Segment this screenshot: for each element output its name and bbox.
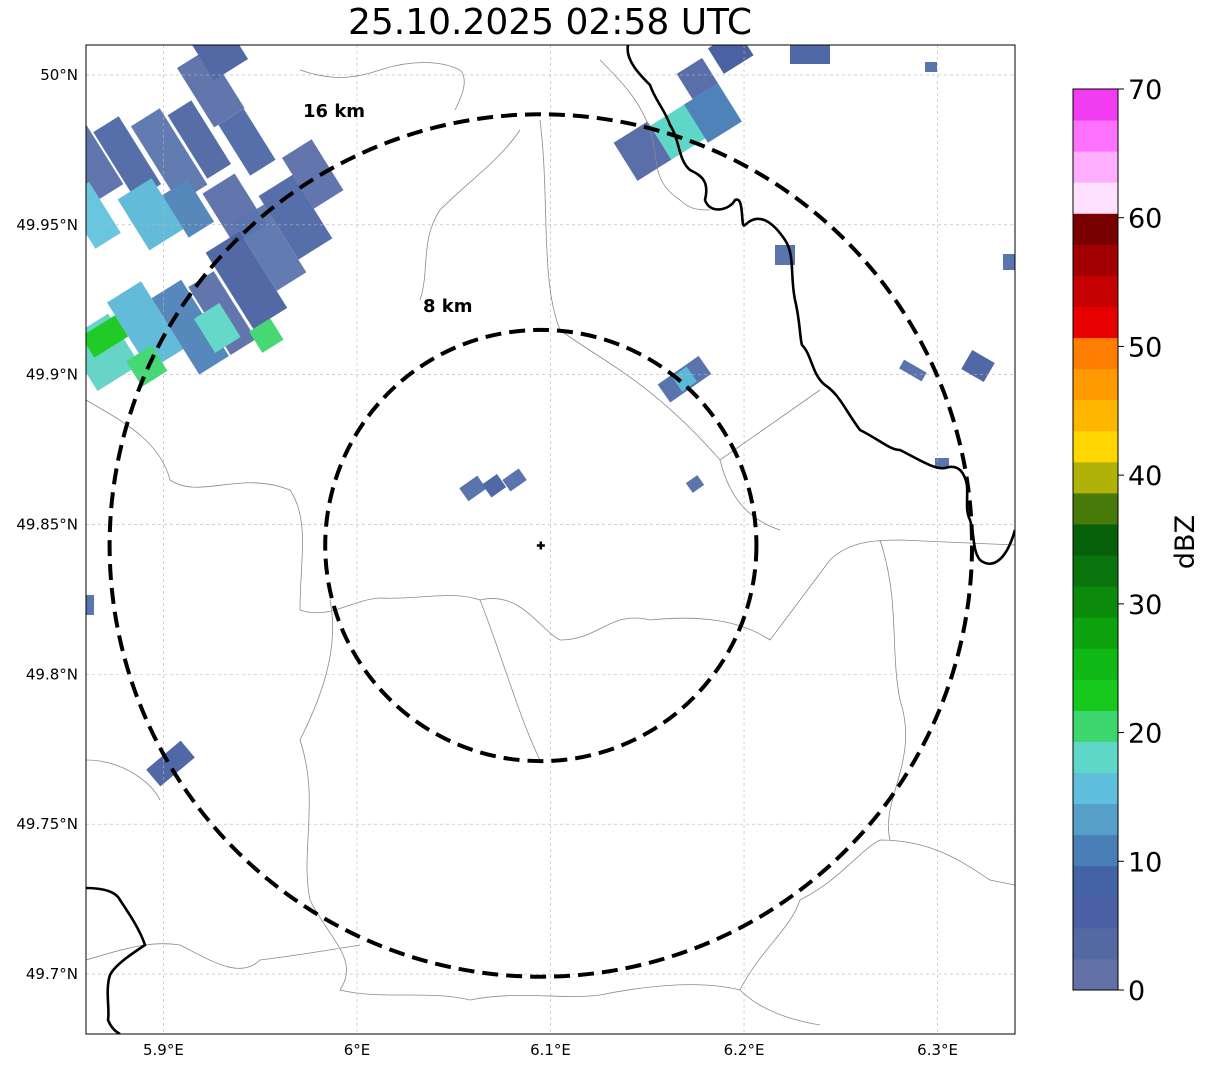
colorbar-segment [1073, 399, 1118, 432]
colorbar-segment [1073, 368, 1118, 401]
range-rings [107, 112, 975, 979]
lat-tick-label: 49.85°N [16, 516, 78, 534]
colorbar-segment [1073, 834, 1118, 867]
map-frame [85, 44, 1016, 1035]
latitude-tick-labels: 50°N 49.95°N 49.9°N 49.85°N 49.8°N 49.75°N 49.… [16, 66, 78, 983]
colorbar-segment [1073, 430, 1118, 463]
colorbar-segment [1073, 896, 1118, 929]
colorbar-tick-label: 10 [1128, 847, 1162, 878]
lon-tick-label: 6.3°E [917, 1041, 958, 1059]
colorbar-segment [1073, 337, 1118, 370]
colorbar-segment [1073, 182, 1118, 214]
map-title: 25.10.2025 02:58 UTC [347, 2, 753, 43]
colorbar-segment [1073, 741, 1118, 774]
colorbar-segment [1073, 710, 1118, 742]
colorbar-segment [1073, 772, 1118, 805]
lat-tick-label: 49.9°N [26, 366, 78, 384]
lat-tick-label: 49.95°N [16, 216, 78, 234]
colorbar-segment [1073, 306, 1118, 339]
colorbar-segment [1073, 151, 1118, 183]
lat-tick-label: 50°N [40, 66, 78, 84]
colorbar-segment [1073, 648, 1118, 680]
colorbar-segment [1073, 89, 1118, 121]
colorbar-tick-label: 40 [1128, 461, 1162, 492]
colorbar-segment [1073, 803, 1118, 836]
lat-tick-label: 49.75°N [16, 815, 78, 833]
colorbar-segment [1073, 586, 1118, 618]
colorbar-segment [1073, 461, 1118, 494]
lon-tick-label: 6.1°E [530, 1041, 571, 1059]
country-border-southwest [86, 886, 147, 1034]
colorbar-tick-label: 50 [1128, 332, 1162, 363]
colorbar-segment [1073, 523, 1118, 556]
lon-tick-label: 5.9°E [143, 1041, 184, 1059]
colorbar-tick-label: 30 [1128, 590, 1162, 621]
lon-tick-label: 6.2°E [724, 1041, 765, 1059]
map-gridlines [86, 45, 1015, 1034]
colorbar-segment [1073, 555, 1118, 587]
radar-site-marker [536, 541, 545, 550]
lon-tick-label: 6°E [344, 1041, 371, 1059]
colorbar-label: dBZ [1170, 515, 1201, 569]
colorbar-segment [1073, 213, 1118, 245]
colorbar-frame [1072, 88, 1119, 991]
radar-echo-layer [86, 45, 1015, 787]
colorbar-segment [1073, 958, 1118, 991]
colorbar-tick-label: 60 [1128, 204, 1162, 235]
colorbar-tick-label: 20 [1128, 719, 1162, 750]
colorbar-segment [1073, 120, 1118, 152]
ring-label-8km: 8 km [423, 296, 473, 317]
lat-tick-label: 49.7°N [26, 965, 78, 983]
colorbar-segment [1073, 492, 1118, 525]
colorbar-segment [1073, 244, 1118, 276]
longitude-tick-labels: 5.9°E 6°E 6.1°E 6.2°E 6.3°E [143, 1041, 958, 1059]
colorbar-segment [1073, 865, 1118, 898]
range-ring-16km [107, 112, 975, 979]
colorbar-tick-label: 0 [1128, 976, 1145, 1007]
colorbar-segment [1073, 927, 1118, 960]
range-ring-8km [323, 327, 759, 764]
colorbar: 0 10 20 30 40 50 60 70 [1072, 75, 1162, 1007]
lat-tick-label: 49.8°N [26, 665, 78, 683]
ring-label-16km: 16 km [303, 101, 365, 122]
colorbar-segment [1073, 617, 1118, 649]
colorbar-segment [1073, 275, 1118, 307]
colorbar-tick-label: 70 [1128, 75, 1162, 106]
colorbar-segment [1073, 679, 1118, 711]
